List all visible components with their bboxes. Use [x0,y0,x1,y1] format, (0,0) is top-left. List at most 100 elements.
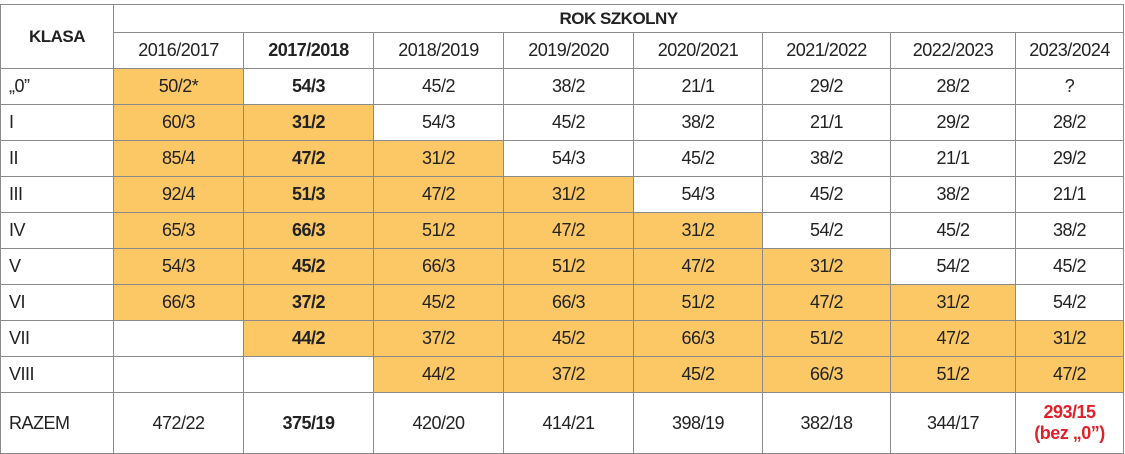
data-row: „0” 50/2* 54/3 45/2 38/2 21/1 29/2 28/2? [0,68,1125,105]
cell: 54/2 [762,212,891,249]
row-label: „0” [0,68,114,105]
cell: 66/3 [243,212,374,249]
cell: 47/2 [1014,356,1125,393]
total-cell: 398/19 [633,392,763,454]
total-value: 293/15 [1043,402,1097,422]
cell: 44/2 [373,356,504,393]
data-row: VII 44/2 37/2 45/2 66/3 51/2 47/2 31/2 [0,320,1125,357]
year-header: 2018/2019 [373,32,504,69]
cell: 38/2 [633,104,763,141]
cell: 47/2 [762,284,891,321]
total-cell: 472/22 [113,392,244,454]
cell: 66/3 [373,248,504,285]
cell: 51/2 [890,356,1016,393]
cell: 45/2 [633,140,763,177]
cell: 51/2 [373,212,504,249]
cell: 65/3 [113,212,244,249]
total-cell: 382/18 [762,392,891,454]
cell: 50/2* [113,68,244,105]
years-row: 2016/2017 2017/2018 2018/2019 2019/2020 2020… [1,32,1125,69]
cell: 31/2 [1014,320,1125,357]
data-row: VI 66/3 37/2 45/2 66/3 51/2 47/2 31/2 54/2 [0,284,1125,321]
cell: 38/2 [1014,212,1125,249]
cell: 54/3 [503,140,634,177]
row-label: II [0,140,114,177]
year-header: 2016/2017 [113,32,244,69]
group-header: ROK SZKOLNY [112,4,1125,33]
cell: 51/2 [503,248,634,285]
cell: 54/3 [243,68,374,105]
cell: 51/2 [762,320,891,357]
cell: 44/2 [243,320,374,357]
cell: 54/3 [373,104,504,141]
total-cell: 293/15 (bez „0”) [1014,392,1125,454]
cell: ? [1014,68,1125,105]
total-note: (bez „0”) [1034,423,1105,443]
cell: 45/2 [373,284,504,321]
cell: 54/3 [633,176,763,213]
cell: 45/2 [503,104,634,141]
data-row: III 92/4 51/3 47/2 31/2 54/3 45/2 38/2 21/1 [0,176,1125,213]
cell: 66/3 [503,284,634,321]
cell: 31/2 [762,248,891,285]
year-header: 2019/2020 [503,32,634,69]
cell: 54/3 [113,248,244,285]
cell: 28/2 [1014,104,1125,141]
cell: 31/2 [243,104,374,141]
year-header: 2020/2021 [633,32,763,69]
cell: 45/2 [373,68,504,105]
cell: 45/2 [762,176,891,213]
cell: 66/3 [762,356,891,393]
cell: 31/2 [633,212,763,249]
row-label: VIII [0,356,114,393]
data-row: I 60/3 31/2 54/3 45/2 38/2 21/1 29/2 28/2 [0,104,1125,141]
total-cell: 375/19 [243,392,374,454]
row-label: RAZEM [0,392,114,454]
row-label: III [0,176,114,213]
cell: 31/2 [373,140,504,177]
total-cell: 420/20 [373,392,504,454]
cell: 60/3 [113,104,244,141]
table-wrap: KLASA ROK SZKOLNY 2016/2017 2017/2018 2018… [0,4,1125,454]
enrollment-table: KLASA ROK SZKOLNY 2016/2017 2017/2018 2018… [0,4,1125,454]
data-row: II 85/4 47/2 31/2 54/3 45/2 38/2 21/1 29/2 [0,140,1125,177]
cell: 51/2 [633,284,763,321]
cell: 47/2 [890,320,1016,357]
cell: 47/2 [633,248,763,285]
cell: 92/4 [113,176,244,213]
data-row: VIII 44/2 37/2 45/2 66/3 51/2 47/2 [0,356,1125,393]
table-body: „0” 50/2* 54/3 45/2 38/2 21/1 29/2 28/2? I 60/3 31… [0,68,1125,454]
empty-cell [113,320,244,357]
row-label: I [0,104,114,141]
total-cell: 414/21 [503,392,634,454]
cell: 54/2 [890,248,1016,285]
data-row: IV 65/3 66/3 51/2 47/2 31/2 54/2 45/2 38/2 [0,212,1125,249]
cell: 85/4 [113,140,244,177]
year-header: 2021/2022 [762,32,891,69]
cell: 66/3 [633,320,763,357]
klasa-header: KLASA [0,4,114,69]
cell: 31/2 [890,284,1016,321]
year-header: 2023/2024 [1014,32,1125,69]
total-cell: 344/17 [890,392,1016,454]
row-label: V [0,248,114,285]
cell: 29/2 [890,104,1016,141]
cell: 28/2 [890,68,1016,105]
cell: 45/2 [243,248,374,285]
cell: 21/1 [1014,176,1125,213]
cell: 29/2 [1014,140,1125,177]
cell: 66/3 [113,284,244,321]
cell: 47/2 [243,140,374,177]
cell: 45/2 [1014,248,1125,285]
cell: 29/2 [762,68,891,105]
cell: 45/2 [890,212,1016,249]
cell: 37/2 [243,284,374,321]
data-row: V 54/3 45/2 66/3 51/2 47/2 31/2 54/2 45/2 [0,248,1125,285]
cell: 51/3 [243,176,374,213]
cell: 45/2 [503,320,634,357]
cell: 47/2 [503,212,634,249]
header-row: KLASA ROK SZKOLNY [0,4,1125,69]
cell: 38/2 [762,140,891,177]
total-row: RAZEM 472/22 375/19 420/20 414/21 398/19 382/1… [0,392,1125,454]
